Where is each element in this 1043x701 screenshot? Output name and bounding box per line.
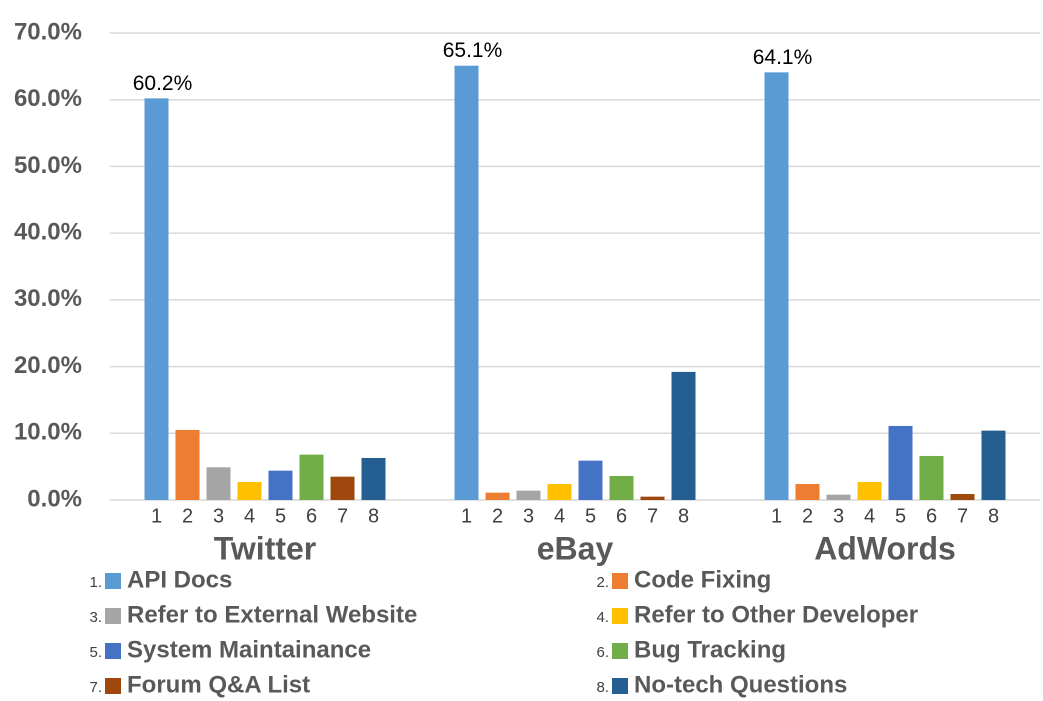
bar-number: 8 [678, 505, 689, 527]
bar-number: 6 [306, 505, 317, 527]
y-tick-label: 60.0% [14, 85, 82, 112]
bar-number: 7 [957, 505, 968, 527]
bar [454, 65, 479, 500]
data-label: 64.1% [753, 46, 813, 69]
bar-number: 4 [244, 505, 255, 527]
bar-number: 6 [616, 505, 627, 527]
legend-label: Forum Q&A List [127, 671, 310, 698]
bar-number: 5 [895, 505, 906, 527]
legend-swatch [105, 678, 121, 694]
bar-number: 4 [864, 505, 875, 527]
bar [857, 481, 882, 500]
bar [516, 490, 541, 500]
category-label: eBay [537, 530, 614, 566]
legend-swatch [612, 643, 628, 659]
legend-swatch [105, 573, 121, 589]
bar-number: 2 [492, 505, 503, 527]
bar-number: 5 [275, 505, 286, 527]
data-label: 65.1% [443, 39, 503, 62]
y-tick-label: 40.0% [14, 218, 82, 245]
bar [237, 481, 262, 500]
y-tick-label: 70.0% [14, 18, 82, 45]
legend-label: Refer to External Website [127, 601, 417, 628]
bar [950, 493, 975, 500]
bar [175, 429, 200, 500]
legend-marker: 4. [596, 609, 609, 626]
bar [299, 454, 324, 500]
y-tick-label: 50.0% [14, 152, 82, 179]
bar [206, 467, 231, 500]
legend-label: Bug Tracking [634, 636, 786, 663]
legend-swatch [105, 608, 121, 624]
y-tick-label: 20.0% [14, 352, 82, 379]
legend-marker: 6. [596, 644, 609, 661]
y-tick-label: 0.0% [27, 485, 82, 512]
bar-number: 3 [833, 505, 844, 527]
bar [640, 496, 665, 500]
bar-number: 3 [213, 505, 224, 527]
legend-swatch [612, 678, 628, 694]
bar [919, 455, 944, 500]
bar [330, 476, 355, 500]
bar-number: 2 [802, 505, 813, 527]
bar [578, 460, 603, 500]
bar-number: 5 [585, 505, 596, 527]
legend-label: Refer to Other Developer [634, 601, 918, 628]
bar-number: 8 [988, 505, 999, 527]
bar-number: 6 [926, 505, 937, 527]
legend-marker: 1. [89, 574, 102, 591]
bar [981, 430, 1006, 500]
bar [268, 470, 293, 500]
bar [795, 483, 820, 500]
bar-number: 1 [151, 505, 162, 527]
legend-label: No-tech Questions [634, 671, 847, 698]
bar [609, 475, 634, 500]
legend-marker: 7. [89, 679, 102, 696]
legend-marker: 3. [89, 609, 102, 626]
legend-swatch [612, 573, 628, 589]
bar [888, 425, 913, 500]
category-label: AdWords [814, 530, 956, 566]
bar-number: 3 [523, 505, 534, 527]
bar [144, 98, 169, 500]
bar-number: 1 [771, 505, 782, 527]
legend-label: API Docs [127, 566, 232, 593]
y-tick-label: 10.0% [14, 419, 82, 446]
data-label: 60.2% [133, 72, 193, 95]
legend-swatch [105, 643, 121, 659]
category-label: Twitter [214, 530, 317, 566]
bar-number: 7 [337, 505, 348, 527]
bar-number: 4 [554, 505, 565, 527]
bar [826, 494, 851, 500]
bar [547, 483, 572, 500]
bar-number: 8 [368, 505, 379, 527]
legend-marker: 8. [596, 679, 609, 696]
legend-marker: 2. [596, 574, 609, 591]
legend-swatch [612, 608, 628, 624]
bar [485, 492, 510, 500]
bar-number: 7 [647, 505, 658, 527]
bar-number: 2 [182, 505, 193, 527]
y-tick-label: 30.0% [14, 285, 82, 312]
bar [764, 72, 789, 501]
legend-marker: 5. [89, 644, 102, 661]
bar-number: 1 [461, 505, 472, 527]
legend-label: System Maintainance [127, 636, 371, 663]
legend-label: Code Fixing [634, 566, 771, 593]
bar [671, 371, 696, 500]
bar [361, 457, 386, 500]
